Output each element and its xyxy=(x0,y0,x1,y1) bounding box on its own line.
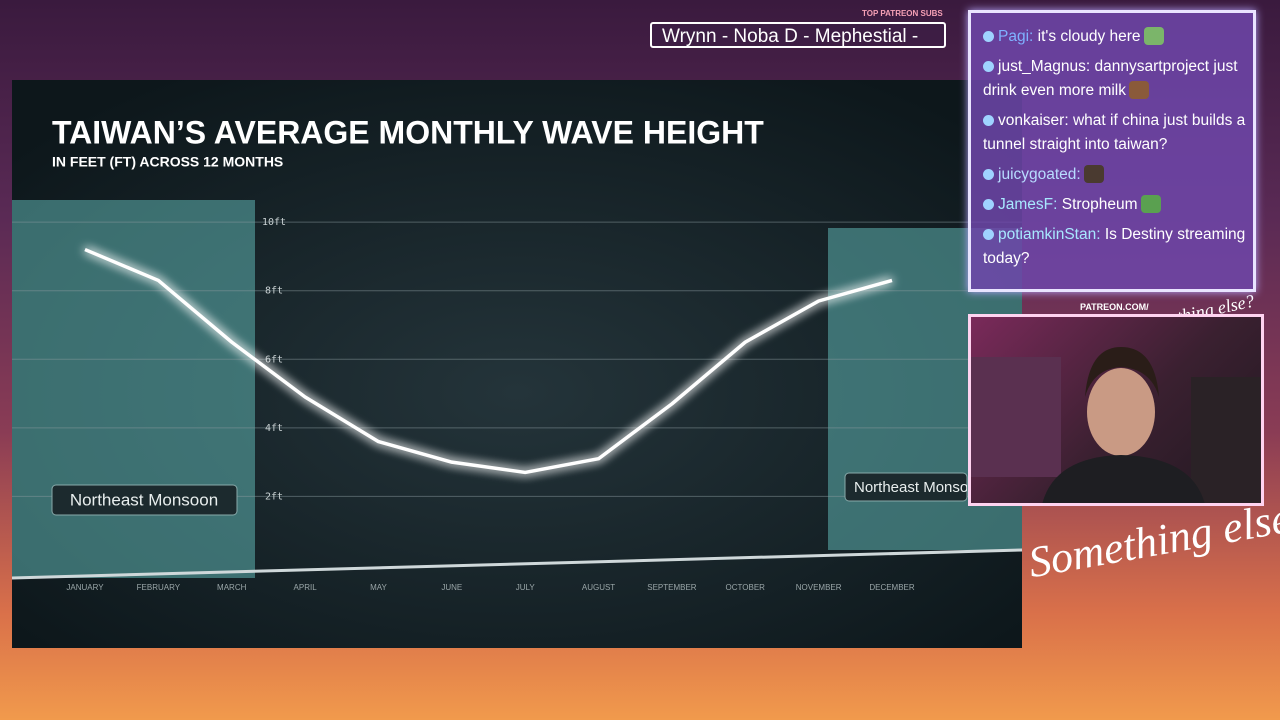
webcam-scene xyxy=(971,347,1261,503)
shirt xyxy=(1042,455,1205,503)
chat-user: potiamkinStan: xyxy=(998,226,1101,243)
chat-message: just_Magnus: dannysartproject just drink… xyxy=(983,55,1253,103)
x-tick-label: SEPTEMBER xyxy=(647,583,697,592)
patreon-url: PATREON.COM/ xyxy=(1080,302,1149,312)
patreon-header: TOP PATREON SUBS xyxy=(862,9,943,18)
chat-message: Pagi: it's cloudy here xyxy=(983,25,1253,49)
chat-message: JamesF: Stropheum xyxy=(983,193,1253,217)
chat-user: just_Magnus: xyxy=(998,58,1091,75)
x-axis xyxy=(11,548,1023,580)
webcam xyxy=(968,314,1264,506)
annotation: Northeast Monsoon xyxy=(70,490,218,509)
x-tick-label: APRIL xyxy=(294,583,318,592)
face xyxy=(1087,368,1155,456)
y-tick-label: 10ft xyxy=(262,217,286,228)
chat-user: vonkaiser: xyxy=(998,112,1069,129)
x-tick-label: JANUARY xyxy=(66,583,104,592)
shelf xyxy=(971,357,1061,477)
x-tick-label: MARCH xyxy=(217,583,247,592)
monsoon-region xyxy=(12,200,255,578)
y-tick-label: 8ft xyxy=(265,286,283,297)
x-tick-label: JUNE xyxy=(441,583,462,592)
chat-text: it's cloudy here xyxy=(1037,28,1141,45)
x-tick-label: JULY xyxy=(516,583,536,592)
annotation-box xyxy=(51,484,238,516)
chat-text: what if china just builds a tunnel strai… xyxy=(983,112,1246,153)
y-tick-label: 4ft xyxy=(265,423,283,434)
y-tick-label: 2ft xyxy=(265,491,283,502)
logo-large: Something else xyxy=(1025,493,1280,587)
x-tick-label: OCTOBER xyxy=(726,583,766,592)
line xyxy=(84,247,893,475)
x-tick-label: AUGUST xyxy=(582,583,615,592)
y-tick-label: 6ft xyxy=(265,354,283,365)
x-tick-label: FEBRUARY xyxy=(137,583,181,592)
hair xyxy=(1085,347,1159,397)
annotation: Northeast Monsoon xyxy=(854,479,985,496)
x-tick-label: MAY xyxy=(370,583,387,592)
chat-text: dannysartproject just drink even more mi… xyxy=(983,58,1238,99)
chat-text: Is Destiny streaming today? xyxy=(983,226,1246,267)
chat-user: JamesF: xyxy=(998,196,1058,213)
chair xyxy=(1191,377,1261,503)
chat-message: vonkaiser: what if china just builds a t… xyxy=(983,109,1253,157)
chat-panel: Pagi: it's cloudy here just_Magnus: dann… xyxy=(968,10,1256,292)
chart-subtitle: IN FEET (FT) ACROSS 12 MONTHS xyxy=(52,154,283,170)
chat-user: juicygoated: xyxy=(998,166,1081,183)
chat-message: juicygoated: xyxy=(983,163,1253,187)
x-tick-label: NOVEMBER xyxy=(796,583,842,592)
annotation-clip: Northeast Monsoon xyxy=(854,479,985,496)
x-tick-label: DECEMBER xyxy=(869,583,915,592)
chat-text: Stropheum xyxy=(1061,196,1138,213)
chat-message: potiamkinStan: Is Destiny streaming toda… xyxy=(983,223,1253,271)
patreon-ticker: Wrynn - Noba D - Mephestial - xyxy=(650,22,946,48)
chart-title: TAIWAN’S AVERAGE MONTHLY WAVE HEIGHT xyxy=(52,114,764,150)
annotation-box xyxy=(844,472,968,502)
chat-user: Pagi: xyxy=(998,28,1034,45)
